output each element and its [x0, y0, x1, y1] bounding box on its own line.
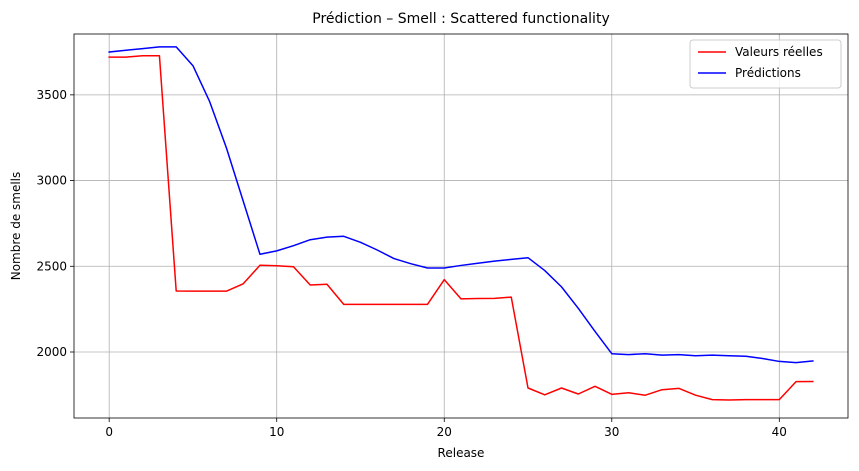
legend-label-valeurs-reelles: Valeurs réelles	[735, 45, 823, 59]
x-tick-label: 30	[604, 425, 619, 439]
axis-ticks: 0 10 20 30 40 2000 2500 3000 3500	[36, 88, 786, 439]
y-tick-label: 2000	[36, 345, 67, 359]
y-tick-label: 3500	[36, 88, 67, 102]
y-tick-label: 3000	[36, 174, 67, 188]
series-line-0	[108, 55, 814, 401]
x-tick-label: 20	[437, 425, 452, 439]
x-tick-label: 0	[105, 425, 113, 439]
legend-label-predictions: Prédictions	[735, 66, 801, 80]
legend: Valeurs réelles Prédictions	[689, 39, 842, 89]
series-line-1	[108, 46, 814, 364]
legend-box	[689, 39, 842, 89]
x-tick-label: 10	[269, 425, 284, 439]
plot-frame	[73, 33, 849, 419]
y-axis-label: Nombre de smells	[9, 172, 23, 281]
x-axis-label: Release	[438, 446, 485, 460]
grid-lines	[74, 34, 848, 418]
y-tick-label: 2500	[36, 259, 67, 273]
x-tick-label: 40	[772, 425, 787, 439]
chart-title: Prédiction – Smell : Scattered functiona…	[312, 11, 609, 27]
series-layer	[108, 46, 814, 401]
